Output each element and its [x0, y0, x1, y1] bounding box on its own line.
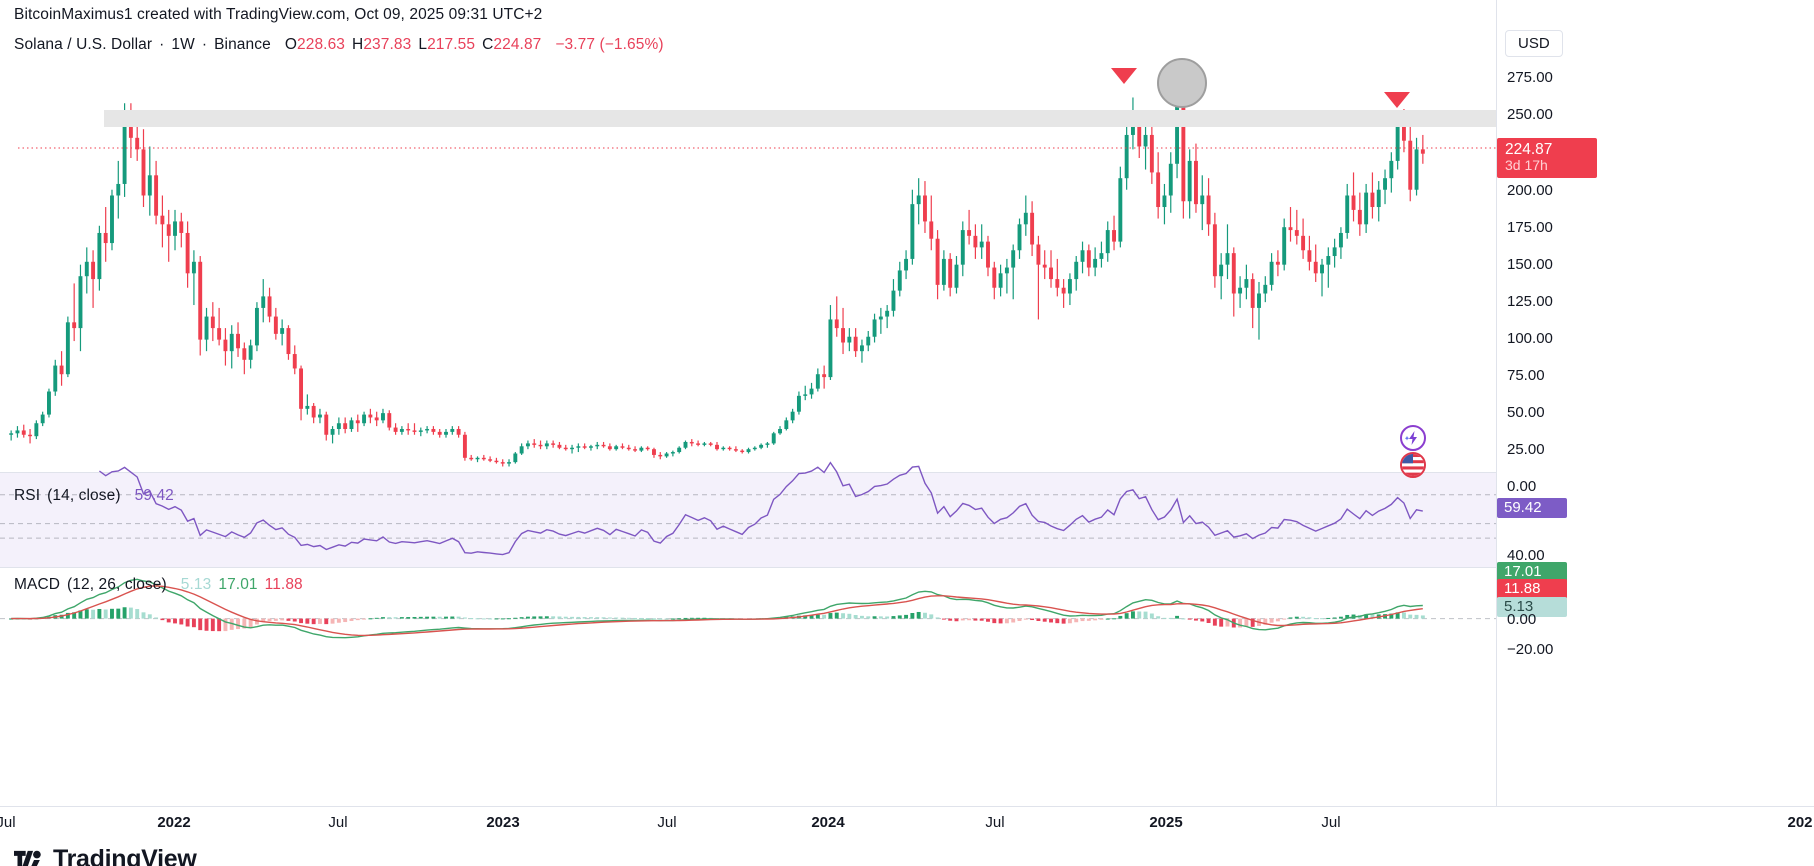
- legend-sep-2: ·: [201, 36, 208, 53]
- legend-change: −3.77 (−1.65%): [555, 36, 664, 53]
- down-arrow-annotation-2[interactable]: [1384, 92, 1410, 108]
- macd-legend-params: (12, 26, close): [67, 576, 167, 593]
- candlestick-series: [9, 60, 1425, 467]
- macd-series: [0, 578, 1496, 639]
- price-tick: 100.00: [1507, 330, 1553, 347]
- time-axis[interactable]: Jul 2022 Jul 2023 Jul 2024 Jul 2025 Jul …: [0, 806, 1814, 840]
- down-arrow-annotation-1[interactable]: [1111, 68, 1137, 84]
- pane-divider-1: [0, 472, 1496, 473]
- price-tick: 0.00: [1507, 478, 1537, 495]
- current-price-badge[interactable]: 224.87 3d 17h: [1497, 138, 1597, 179]
- legend-high-value: 237.83: [363, 36, 412, 53]
- resistance-zone-annotation[interactable]: [104, 110, 1496, 127]
- attribution-text: BitcoinMaximus1 created with TradingView…: [14, 6, 543, 23]
- time-tick: 2022: [157, 814, 191, 831]
- rsi-tick: 40.00: [1507, 547, 1545, 564]
- legend-low-key: L: [418, 36, 428, 53]
- tradingview-logo-icon: [14, 850, 41, 866]
- time-tick: 2023: [486, 814, 520, 831]
- time-tick: Jul: [657, 814, 677, 831]
- brand-name: TradingView: [53, 845, 197, 866]
- legend-high-key: H: [352, 36, 364, 53]
- time-tick: Jul: [985, 814, 1005, 831]
- footer-branding[interactable]: TradingView: [14, 845, 197, 866]
- price-tick: 75.00: [1507, 367, 1545, 384]
- macd-legend-macd: 17.01: [218, 576, 258, 593]
- ai-spark-icon[interactable]: [1400, 425, 1426, 451]
- legend-low-value: 217.55: [427, 36, 476, 53]
- hist-value-badge[interactable]: 5.13: [1497, 597, 1567, 617]
- legend-interval[interactable]: 1W: [171, 36, 195, 53]
- macd-legend-name: MACD: [14, 576, 61, 593]
- macd-legend-signal: 11.88: [264, 576, 303, 593]
- price-tick: 25.00: [1507, 441, 1545, 458]
- pane-divider-2: [0, 567, 1496, 568]
- price-axis[interactable]: USD 275.00 250.00 224.87 3d 17h 200.00 1…: [1496, 0, 1814, 806]
- us-flag-icon[interactable]: [1400, 452, 1426, 478]
- macd-tick: 0.00: [1507, 611, 1537, 628]
- currency-chip[interactable]: USD: [1505, 30, 1563, 57]
- lightning-bolt-icon: [1405, 431, 1417, 445]
- rsi-legend-params: (14, close): [47, 487, 121, 504]
- time-tick: Jul: [0, 814, 16, 831]
- price-tick: 175.00: [1507, 219, 1553, 236]
- legend-close-key: C: [482, 36, 494, 53]
- signal-value-badge[interactable]: 11.88: [1497, 579, 1567, 599]
- macd-pane[interactable]: [0, 569, 1496, 649]
- rsi-legend-name: RSI: [14, 487, 41, 504]
- current-price-line: [18, 147, 1496, 149]
- circle-annotation[interactable]: [1157, 58, 1207, 108]
- rsi-legend[interactable]: RSI (14, close) 59.42: [14, 487, 174, 505]
- rsi-series: [0, 461, 1496, 556]
- legend-open-key: O: [284, 36, 297, 53]
- macd-legend-hist: 5.13: [180, 576, 212, 593]
- legend-open-value: 228.63: [297, 36, 346, 53]
- macd-value-badge[interactable]: 17.01: [1497, 562, 1567, 582]
- legend-sep-1: ·: [159, 36, 165, 53]
- time-tick: 2025: [1149, 814, 1183, 831]
- legend-symbol[interactable]: Solana / U.S. Dollar: [14, 36, 153, 53]
- price-pane[interactable]: [0, 60, 1496, 472]
- price-tick: 250.00: [1507, 106, 1553, 123]
- price-tick: 125.00: [1507, 293, 1553, 310]
- rsi-value-badge[interactable]: 59.42: [1497, 498, 1567, 518]
- flag-glyph-icon: [1402, 454, 1424, 476]
- legend-close-value: 224.87: [493, 36, 542, 53]
- rsi-pane[interactable]: [0, 461, 1496, 567]
- current-price-value: 224.87: [1505, 141, 1553, 158]
- macd-legend[interactable]: MACD (12, 26, close) 5.13 17.01 11.88: [14, 576, 303, 594]
- price-tick: 50.00: [1507, 404, 1545, 421]
- macd-tick: −20.00: [1507, 641, 1554, 658]
- bar-countdown: 3d 17h: [1505, 157, 1548, 174]
- time-tick: 202: [1787, 814, 1813, 831]
- time-tick: Jul: [328, 814, 348, 831]
- legend-exchange[interactable]: Binance: [214, 36, 271, 53]
- time-tick: 2024: [811, 814, 845, 831]
- price-tick: 200.00: [1507, 182, 1553, 199]
- rsi-legend-value: 59.42: [134, 487, 174, 504]
- chart-legend: Solana / U.S. Dollar · 1W · Binance O228.63 H2…: [14, 36, 664, 54]
- price-tick: 275.00: [1507, 69, 1553, 86]
- time-tick: Jul: [1321, 814, 1341, 831]
- price-tick: 150.00: [1507, 256, 1553, 273]
